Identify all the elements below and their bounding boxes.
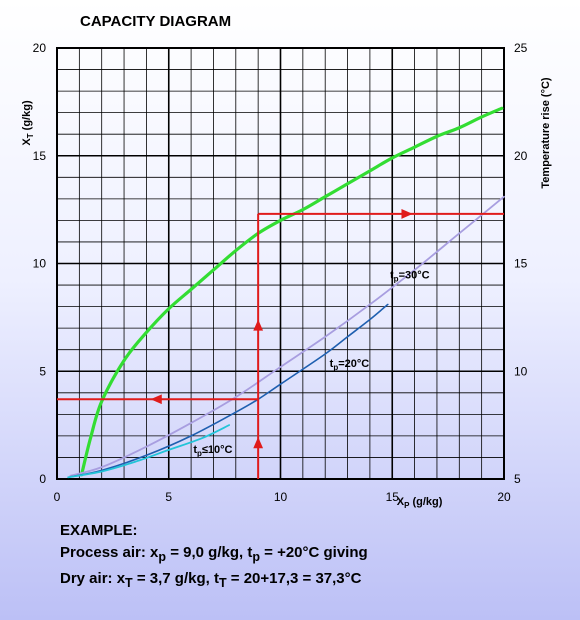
x-tick-label: 0 (54, 490, 61, 504)
y-tick-label: 20 (33, 41, 47, 55)
example-line-1-a-sub: p (158, 550, 167, 564)
series-tp-10 (67, 424, 230, 479)
arrow-up-lower (253, 437, 264, 449)
chart-title: CAPACITY DIAGRAM (80, 13, 231, 30)
example-line-2-b-sub: T (218, 576, 227, 590)
series-temperature-rise (79, 106, 504, 477)
chart-grid (56, 47, 505, 480)
x-tick-label: 5 (165, 490, 172, 504)
example-line-2-c: = 20+17,3 = 37,3°C (226, 570, 362, 587)
y-axis-label: XT (g/kg) (21, 100, 35, 146)
series-label-1: tp=20°C (330, 358, 370, 372)
example-line-2-b: = 3,7 g/kg, t (132, 570, 219, 587)
y-tick-label: 0 (39, 472, 46, 486)
y-tick-label: 5 (39, 364, 46, 378)
example-line-1-a: Process air: x (60, 544, 159, 561)
x-tick-label: 10 (274, 490, 288, 504)
y2-tick-label: 20 (514, 149, 528, 163)
example-line-1-b: = 9,0 g/kg, t (166, 544, 253, 561)
example-box: EXAMPLE: Process air: xp = 9,0 g/kg, tp … (60, 520, 368, 594)
x-axis-label: XP (g/kg) (397, 496, 443, 510)
series-tp-30 (69, 195, 505, 477)
y2-tick-label: 5 (514, 472, 521, 486)
arrow-up-upper (253, 319, 264, 331)
y-tick-label: 10 (33, 257, 47, 271)
example-line-2-a-sub: T (125, 576, 133, 590)
chart-labels: tp=30°C tp=20°C tp≤10°C XP (g/kg) XT (g/kg) T… (21, 77, 552, 510)
x-tick-label: 15 (386, 490, 400, 504)
series-label-0: tp=30°C (390, 270, 430, 284)
series-label-2: tp≤10°C (193, 444, 232, 458)
example-path (57, 209, 504, 479)
x-tick-label: 20 (497, 490, 511, 504)
example-line-2: Dry air: xT = 3,7 g/kg, tT = 20+17,3 = 3… (60, 568, 368, 594)
y2-tick-label: 10 (514, 364, 528, 378)
y2-tick-label: 25 (514, 41, 528, 55)
example-line-2-a: Dry air: x (60, 570, 126, 587)
example-line-1-c: = +20°C giving (259, 544, 368, 561)
y2-tick-label: 15 (514, 257, 528, 271)
y-tick-label: 15 (33, 149, 47, 163)
arrow-left (150, 394, 162, 405)
example-heading: EXAMPLE: (60, 522, 138, 539)
y2-axis-label: Temperature rise (°C) (540, 77, 552, 189)
chart-series (67, 106, 505, 479)
example-line-1: Process air: xp = 9,0 g/kg, tp = +20°C g… (60, 542, 368, 568)
arrow-right (401, 209, 413, 219)
example-line-1-b-sub: p (252, 550, 260, 564)
plot-frame (56, 47, 505, 480)
